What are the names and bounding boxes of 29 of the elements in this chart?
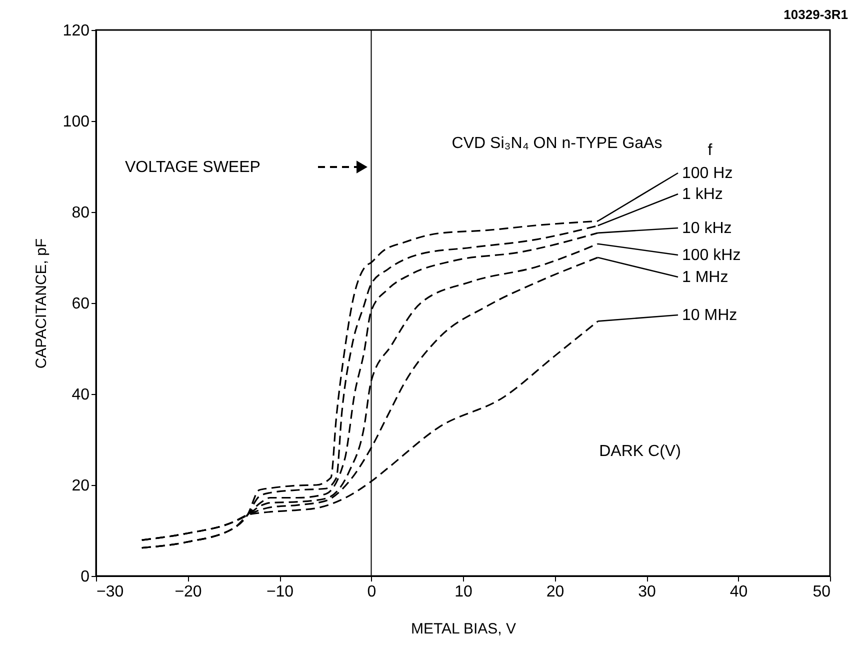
text: 1 kHz xyxy=(682,186,723,203)
text: 10 kHz xyxy=(682,220,732,237)
x-tick-label: 40 xyxy=(730,584,748,600)
annotation: CVD Si₃N₄ ON n-TYPE GaAs xyxy=(452,135,662,152)
y-tick-label: 40 xyxy=(72,386,90,404)
text: 100 Hz xyxy=(682,165,733,182)
x-tick-label: 30 xyxy=(638,584,656,600)
y-tick-label: 0 xyxy=(80,568,90,586)
x-tick-label: −10 xyxy=(266,584,294,600)
x-tick-label: −20 xyxy=(174,584,202,600)
y-tick-label: 20 xyxy=(72,478,90,494)
y-tick-label: 80 xyxy=(72,204,90,222)
annotation: DARK C(V) xyxy=(599,443,681,460)
x-tick-label: 50 xyxy=(812,584,831,600)
text: 10329-3R1 xyxy=(784,7,848,22)
x-tick-label: −30 xyxy=(96,584,124,600)
y-tick-label: 120 xyxy=(62,22,90,40)
text: 1 MHz xyxy=(682,269,728,286)
text: 10 MHz xyxy=(682,307,738,324)
text: 100 kHz xyxy=(682,247,741,264)
y-tick-label: 100 xyxy=(62,114,90,130)
x-axis-title: METAL BIAS, V xyxy=(410,620,516,638)
x-tick-label: 0 xyxy=(367,584,376,600)
x-tick-label: 20 xyxy=(546,584,564,600)
y-tick-label: 60 xyxy=(72,296,90,312)
legend-title: f xyxy=(708,142,713,159)
y-axis-title: CAPACITANCE, pF xyxy=(32,238,50,369)
annotation: VOLTAGE SWEEP xyxy=(125,159,260,176)
x-tick-label: 10 xyxy=(454,584,472,600)
